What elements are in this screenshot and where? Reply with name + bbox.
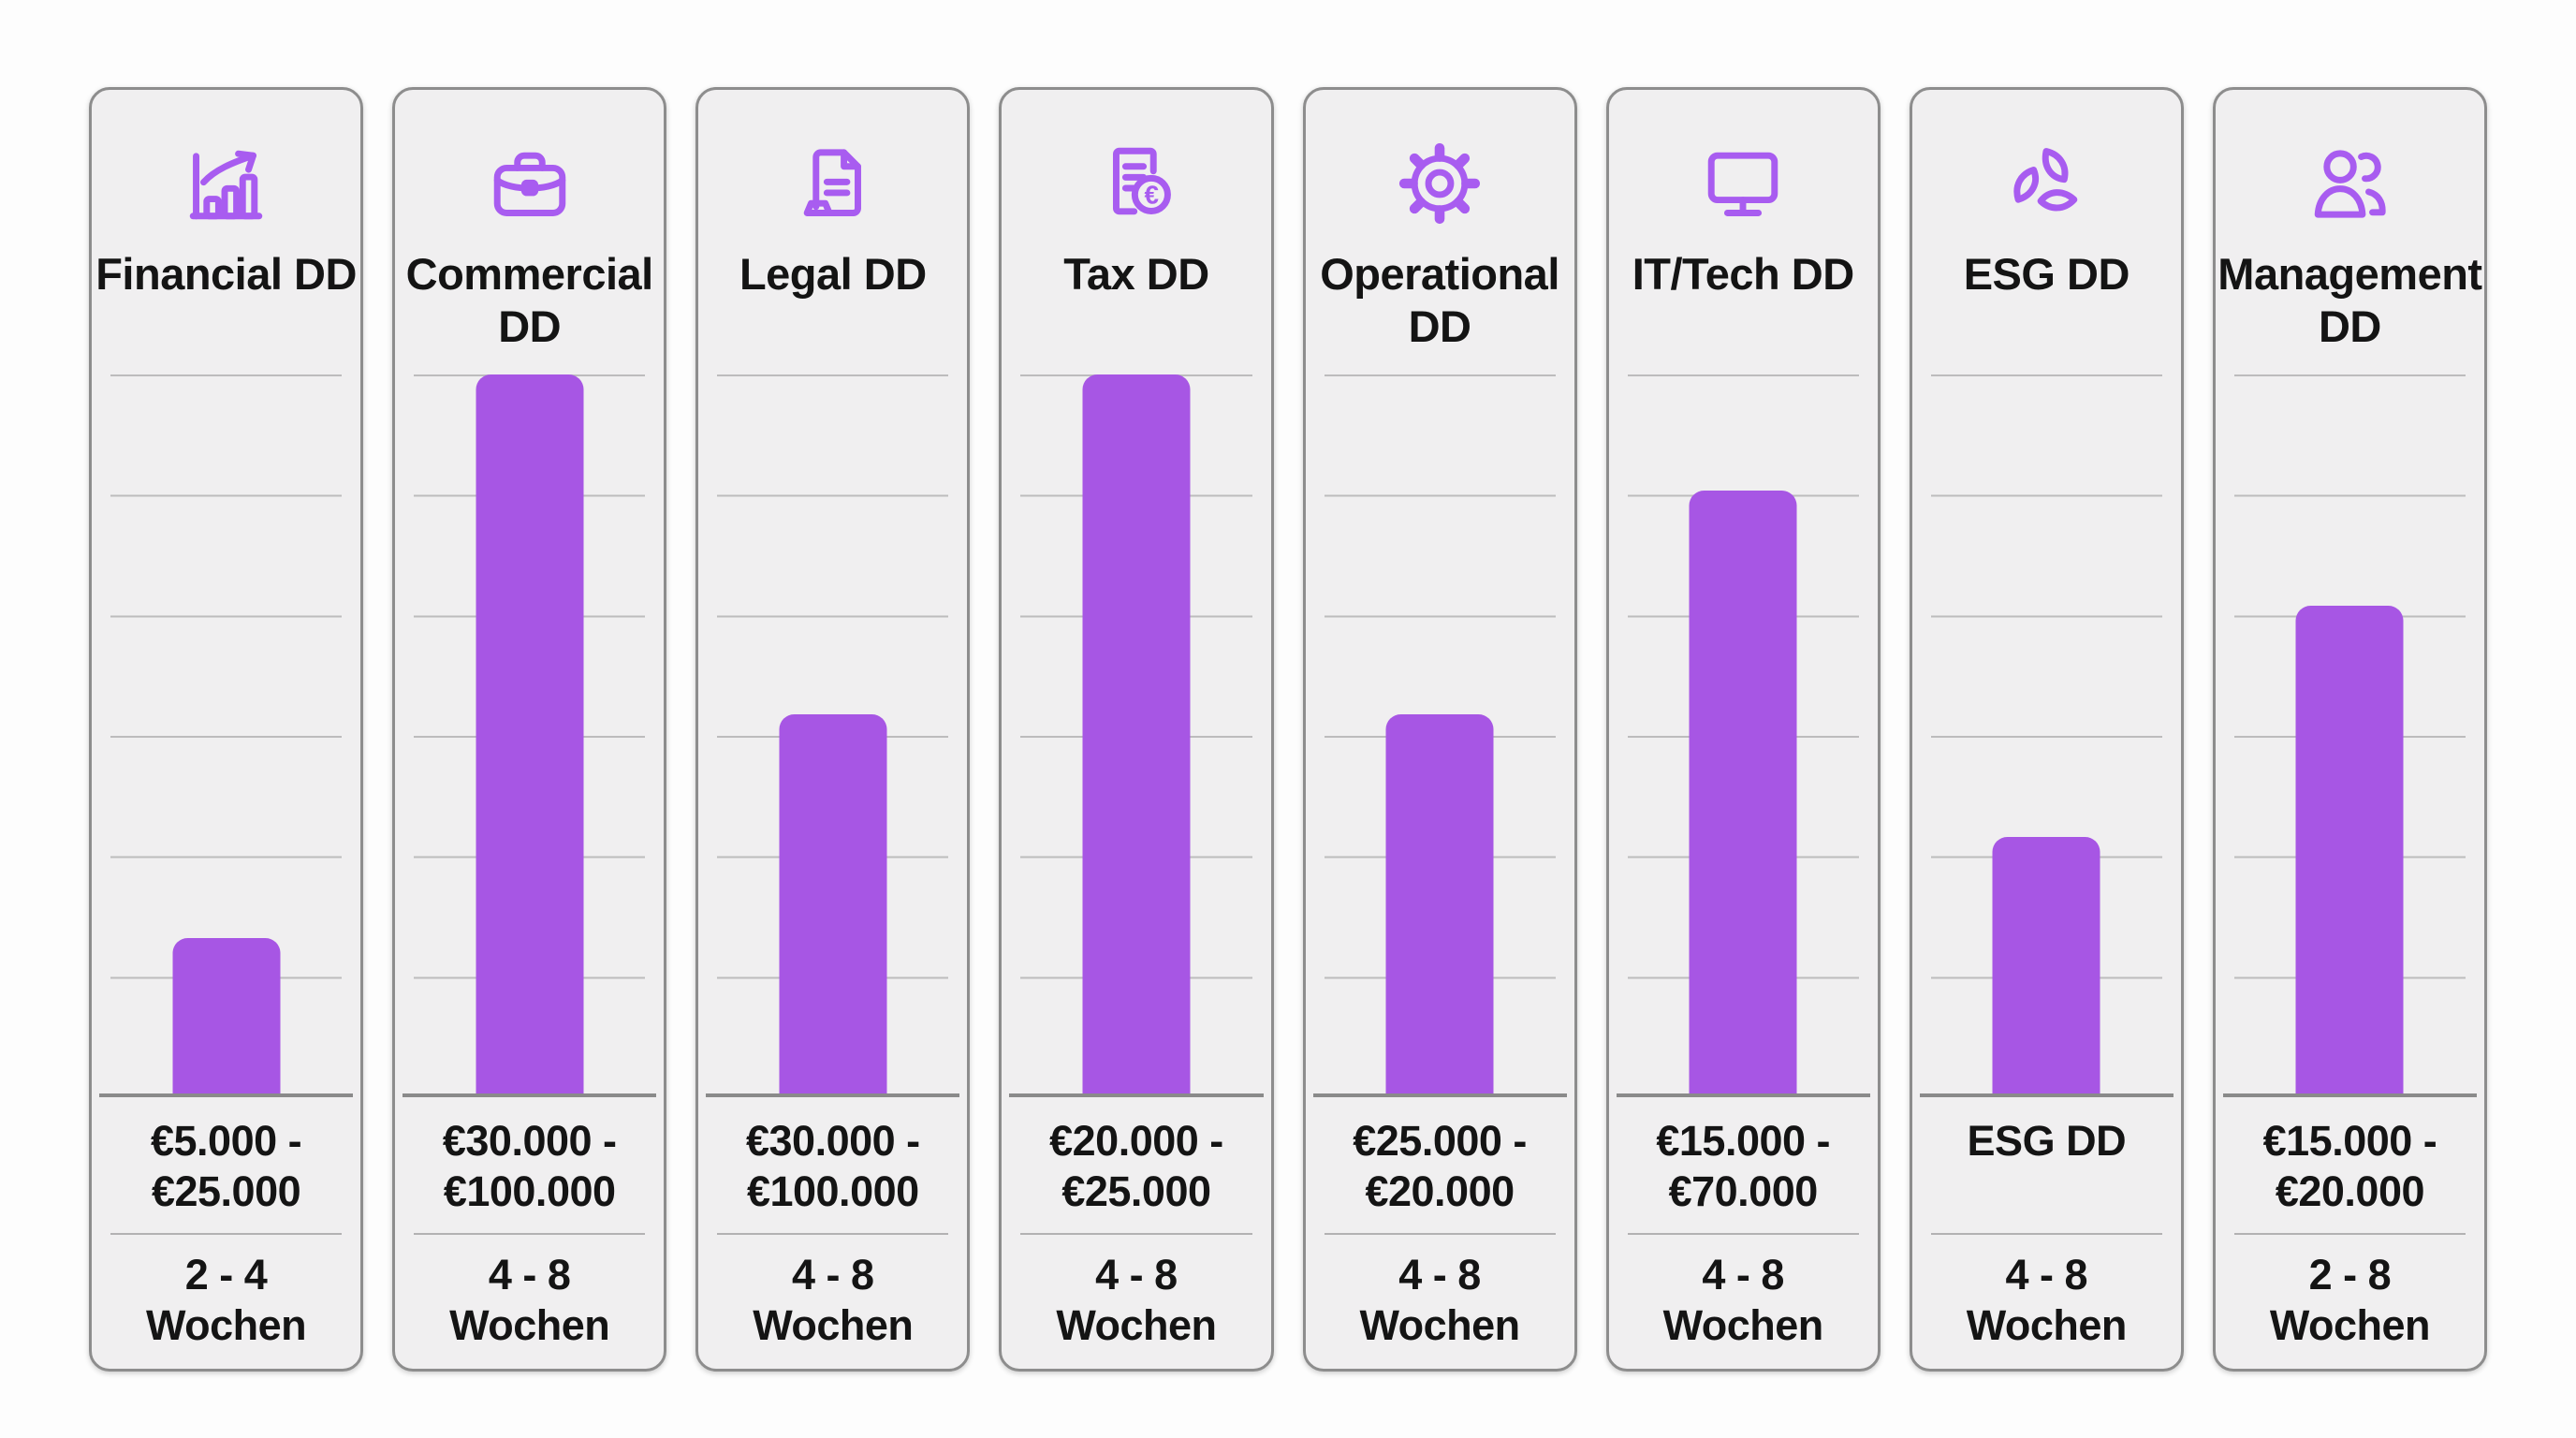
duration-label: 4 - 8 Wochen <box>1966 1251 2128 1349</box>
price-label: €15.000 - €20.000 <box>2262 1117 2437 1215</box>
bar-management <box>2295 606 2404 1097</box>
bar-commercial <box>476 374 584 1097</box>
baseline-axis <box>706 1093 960 1097</box>
chart-area <box>1609 374 1878 1097</box>
gear-icon <box>1306 132 1574 235</box>
bar-esg <box>1992 837 2100 1097</box>
card-it-tech-dd: IT/Tech DD €15.000 - €70.000 4 - 8 Woche… <box>1605 87 1881 1372</box>
svg-text:€: € <box>1144 181 1158 210</box>
baseline-axis <box>1312 1093 1567 1097</box>
card-title: Tax DD <box>1063 249 1209 299</box>
card-title: IT/Tech DD <box>1632 249 1854 299</box>
chart-area <box>92 374 360 1097</box>
card-legal-dd: Legal DD €30.000 - €100.000 4 - 8 Wochen <box>695 87 971 1372</box>
card-title: Financial DD <box>95 249 357 299</box>
chart-area <box>1306 374 1574 1097</box>
chart-area <box>698 374 967 1097</box>
divider <box>110 1233 343 1235</box>
document-icon <box>698 132 967 235</box>
baseline-axis <box>1616 1093 1870 1097</box>
card-tax-dd: € Tax DD €20.000 - €25.000 4 - 8 Wochen <box>999 87 1274 1372</box>
baseline-axis <box>1919 1093 2174 1097</box>
bar-operational <box>1385 713 1494 1097</box>
card-title: Commercial DD <box>405 249 654 351</box>
duration-label: 4 - 8 Wochen <box>753 1251 914 1349</box>
card-title: Legal DD <box>739 249 927 299</box>
divider <box>2233 1233 2466 1235</box>
monitor-icon <box>1609 132 1878 235</box>
price-label: €20.000 - €25.000 <box>1049 1117 1223 1215</box>
bar-legal <box>779 713 887 1097</box>
card-management-dd: Management DD €15.000 - €20.000 2 - 8 Wo… <box>2212 87 2487 1372</box>
price-label: ESG DD <box>1967 1117 2127 1165</box>
duration-label: 4 - 8 Wochen <box>1359 1251 1520 1349</box>
receipt-euro-icon: € <box>1002 132 1270 235</box>
price-label: €5.000 - €25.000 <box>151 1117 302 1215</box>
baseline-axis <box>402 1093 657 1097</box>
price-label: €30.000 - €100.000 <box>745 1117 920 1215</box>
divider <box>1324 1233 1556 1235</box>
divider <box>1627 1233 1859 1235</box>
baseline-axis <box>2222 1093 2477 1097</box>
card-title: Operational DD <box>1320 249 1559 351</box>
price-label: €15.000 - €70.000 <box>1656 1117 1831 1215</box>
baseline-axis <box>99 1093 354 1097</box>
duration-label: 4 - 8 Wochen <box>449 1251 610 1349</box>
divider <box>1020 1233 1252 1235</box>
duration-label: 4 - 8 Wochen <box>1056 1251 1217 1349</box>
divider <box>414 1233 646 1235</box>
chart-area <box>395 374 664 1097</box>
duration-label: 2 - 8 Wochen <box>2269 1251 2431 1349</box>
card-title: Management DD <box>2217 249 2482 351</box>
bar-it-tech <box>1689 490 1797 1097</box>
card-operational-dd: Operational DD €25.000 - €20.000 4 - 8 W… <box>1302 87 1577 1372</box>
briefcase-icon <box>395 132 664 235</box>
card-esg-dd: ESG DD ESG DD 4 - 8 Wochen <box>1909 87 2184 1372</box>
bar-financial <box>172 938 281 1097</box>
card-financial-dd: Financial DD €5.000 - €25.000 2 - 4 Woch… <box>89 87 364 1372</box>
card-commercial-dd: Commercial DD €30.000 - €100.000 4 - 8 W… <box>392 87 667 1372</box>
chart-area <box>2216 374 2484 1097</box>
growth-chart-icon <box>92 132 360 235</box>
duration-label: 2 - 4 Wochen <box>145 1251 307 1349</box>
bar-tax <box>1082 374 1191 1097</box>
divider <box>1930 1233 2162 1235</box>
people-icon <box>2216 132 2484 235</box>
baseline-axis <box>1009 1093 1264 1097</box>
chart-area <box>1002 374 1270 1097</box>
card-title: ESG DD <box>1963 249 2130 299</box>
duration-label: 4 - 8 Wochen <box>1662 1251 1824 1349</box>
divider <box>717 1233 949 1235</box>
price-label: €25.000 - €20.000 <box>1353 1117 1527 1215</box>
price-label: €30.000 - €100.000 <box>442 1117 617 1215</box>
chart-area <box>1912 374 2181 1097</box>
leaves-circle-icon <box>1912 132 2181 235</box>
